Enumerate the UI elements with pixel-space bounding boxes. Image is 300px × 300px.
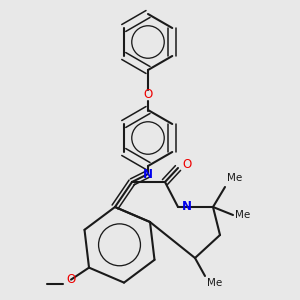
Text: Me: Me (227, 173, 242, 183)
Text: O: O (66, 273, 76, 286)
Text: Me: Me (207, 278, 222, 288)
Text: N: N (182, 200, 192, 214)
Text: O: O (143, 88, 153, 101)
Text: N: N (143, 167, 153, 181)
Text: O: O (182, 158, 191, 170)
Text: Me: Me (235, 210, 250, 220)
